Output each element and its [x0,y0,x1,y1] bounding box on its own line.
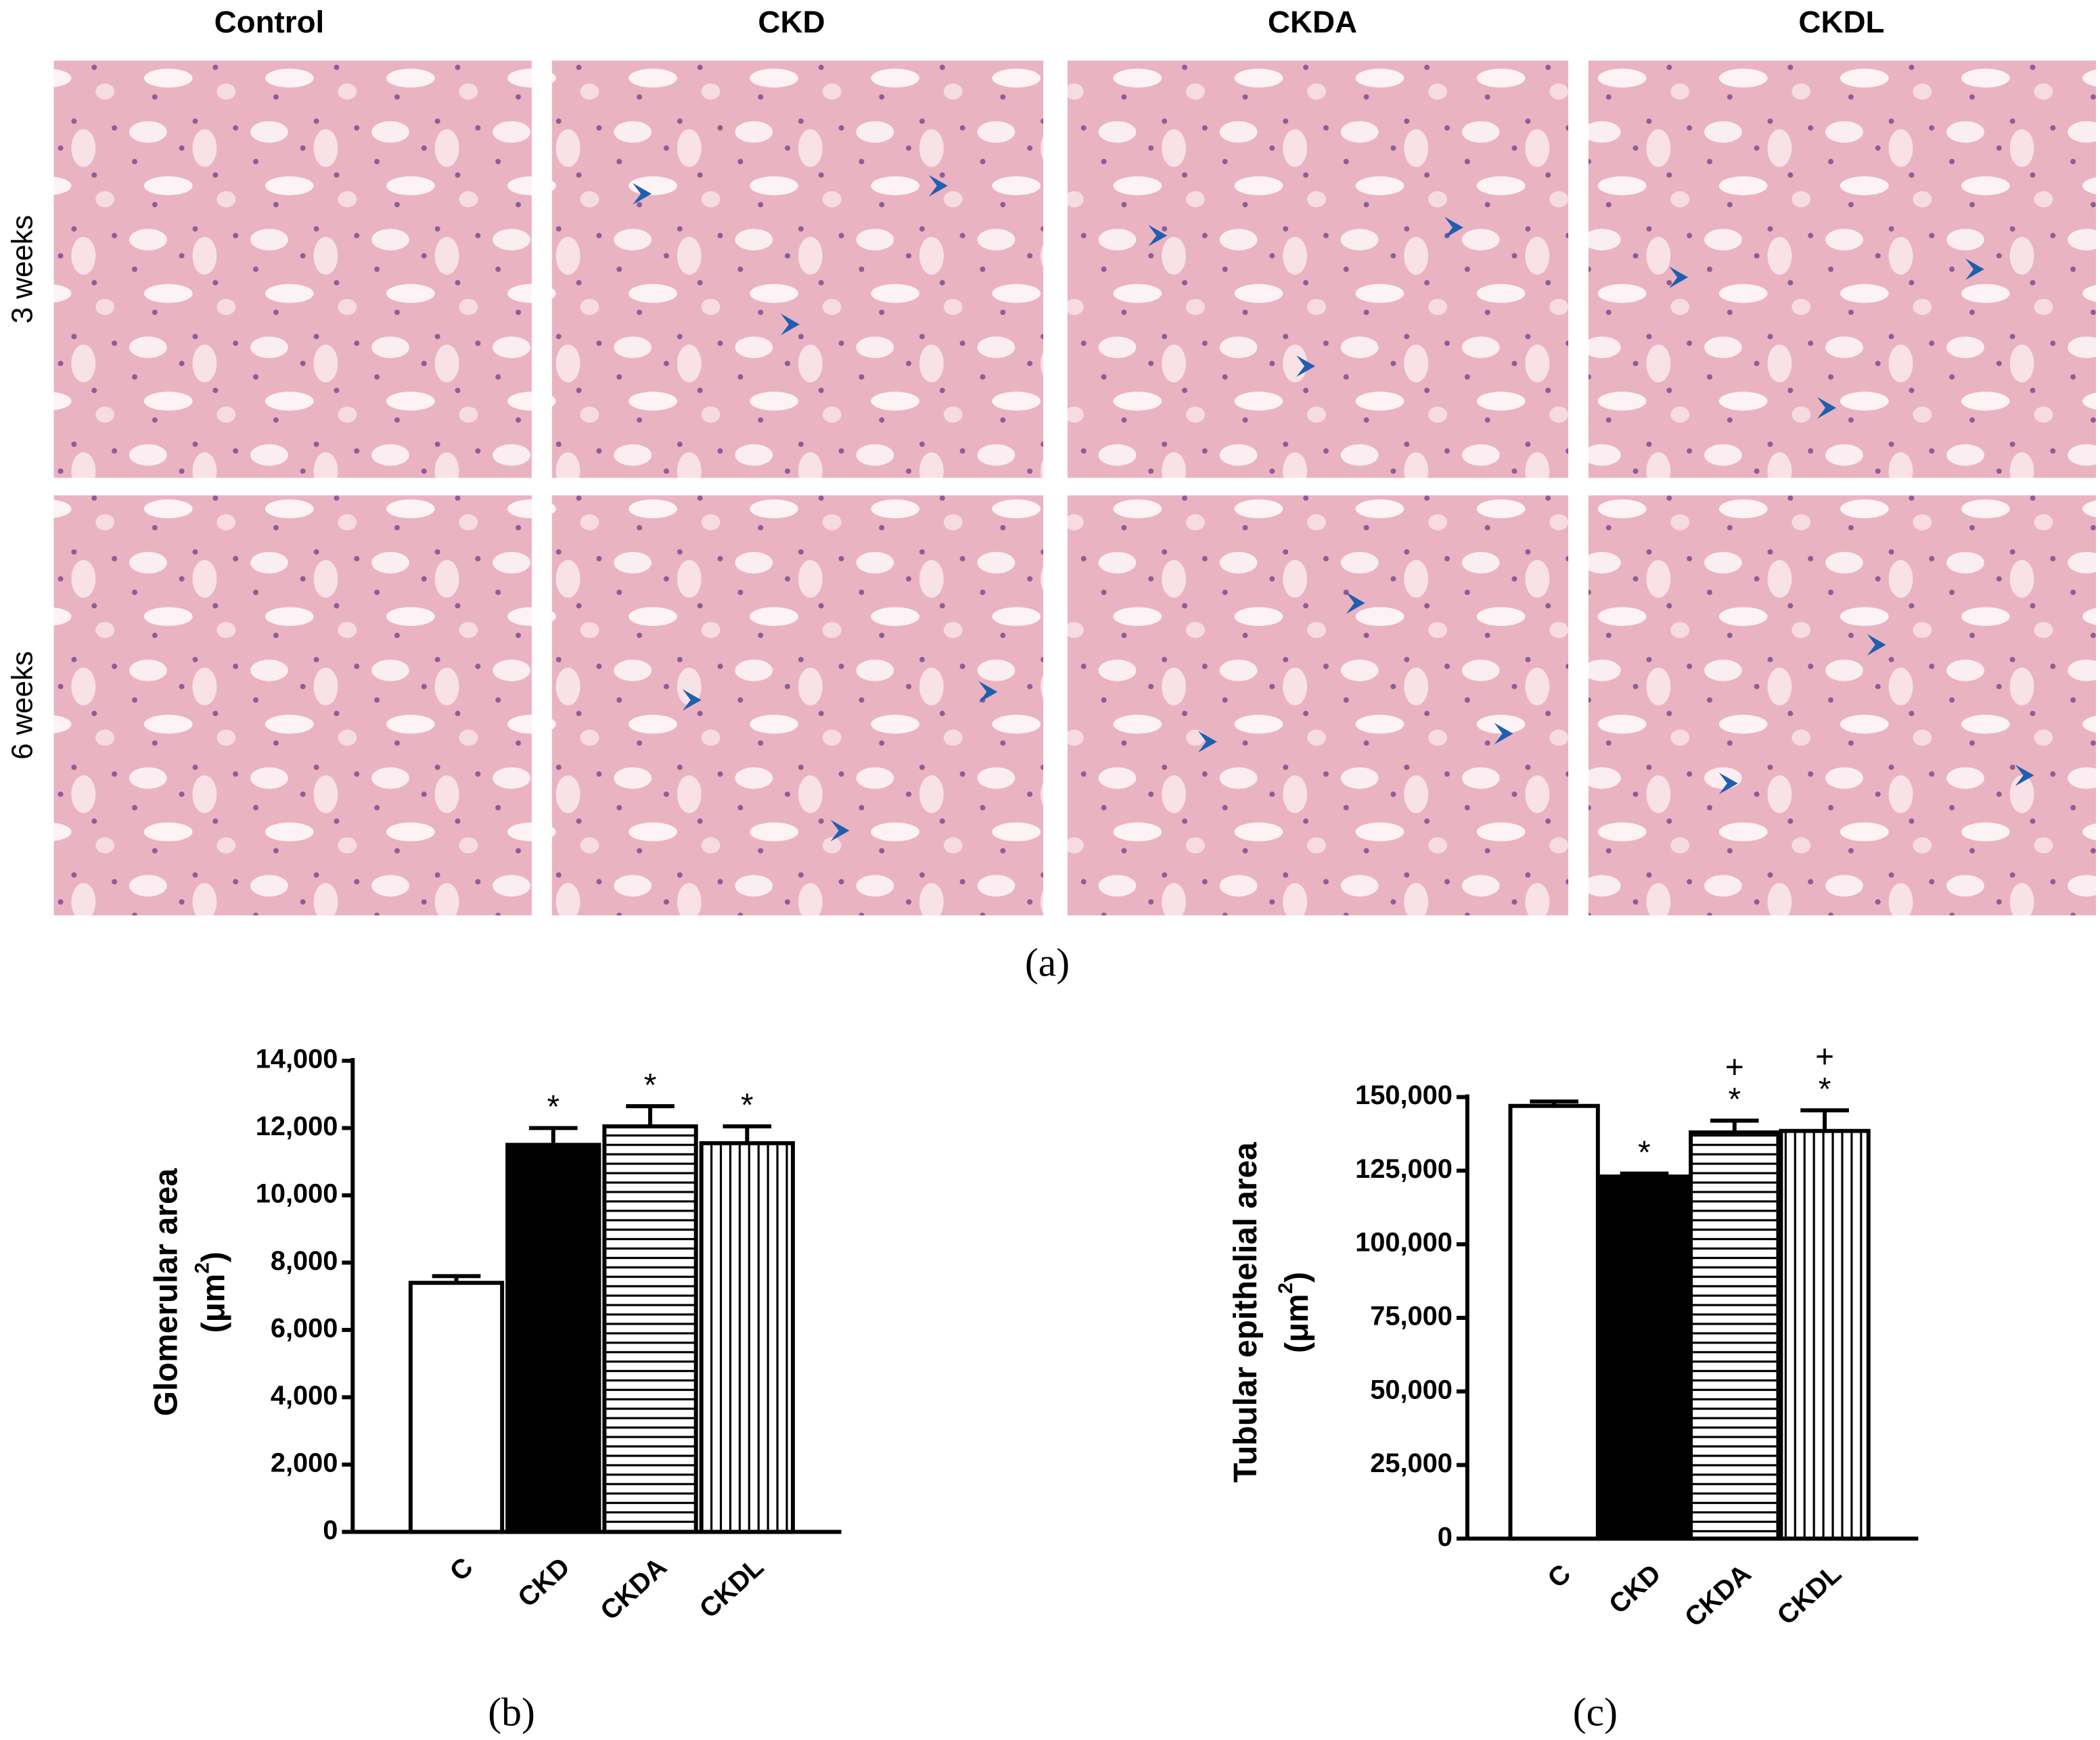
bar [1508,1103,1600,1541]
x-tick-label: C [444,1552,479,1587]
y-axis-unit-part: (μm [1279,1293,1315,1353]
y-tick-label: 0 [323,1515,338,1545]
arrowhead [1148,225,1168,247]
arrowhead [830,819,850,842]
y-tick-label: 10,000 [256,1178,338,1208]
row-label: 3 weeks [5,215,39,324]
y-axis-unit: (μm2) [1275,1272,1315,1353]
arrowhead [781,313,800,336]
bar [602,1124,698,1534]
micrograph [1067,495,1569,916]
y-axis-unit: (μm2) [191,1252,231,1333]
y-tick-label: 8,000 [271,1246,338,1276]
y-tick-label: 14,000 [256,1044,338,1074]
y-tick-label: 2,000 [271,1448,338,1478]
y-axis-label: Glomerular area [148,1168,184,1417]
micrograph [1588,495,2097,916]
arrowhead [1346,592,1365,614]
arrowhead [1444,216,1463,239]
significance-marker: + [1815,1039,1834,1075]
row-label: 6 weeks [5,651,39,760]
arrowhead [1494,723,1513,745]
y-axis-unit-part: ) [1279,1272,1315,1283]
significance-marker: + [1725,1049,1744,1085]
y-tick-label: 6,000 [271,1313,338,1343]
micrograph [551,495,1044,916]
x-tick-label: CKD [1603,1559,1666,1620]
arrowhead [978,681,998,703]
arrowhead [2015,764,2034,787]
significance-marker: * [1819,1072,1831,1107]
arrowhead [633,183,652,205]
arrowhead [1296,355,1315,377]
y-tick-label: 75,000 [1370,1302,1453,1331]
bar [505,1143,601,1534]
y-tick-label: 150,000 [1355,1080,1453,1110]
arrowhead [1669,266,1689,288]
y-tick-label: 0 [1438,1522,1453,1552]
y-axis-unit-part: 2 [191,1262,213,1274]
panel-label: (a) [1025,940,1070,984]
bar [699,1141,795,1534]
y-axis-label: Tubular epithelial area [1228,1142,1264,1483]
column-header: Control [214,5,325,39]
arrowhead [928,175,948,197]
significance-marker: * [1638,1135,1651,1171]
bar [408,1281,505,1534]
y-axis-unit-part: ) [196,1252,231,1262]
column-header: CKDA [1268,5,1357,39]
y-tick-label: 12,000 [256,1112,338,1141]
column-header: CKDL [1798,5,1884,39]
micrograph [1588,60,2097,478]
significance-marker: * [644,1068,657,1103]
y-axis-unit-part: 2 [1275,1283,1297,1294]
x-tick-label: C [1542,1559,1576,1594]
y-tick-label: 50,000 [1370,1375,1453,1404]
panel-label: (b) [488,1690,535,1735]
x-tick-label: CKDA [595,1552,672,1626]
column-header: CKD [758,5,825,39]
micrograph [551,60,1044,478]
arrowhead [1965,258,1984,280]
y-tick-label: 4,000 [271,1381,338,1411]
y-axis-unit-part: (μm [196,1274,231,1333]
x-tick-label: CKDL [694,1552,770,1624]
arrowhead [1197,731,1217,753]
micrograph [1067,60,1569,478]
significance-marker: * [1728,1082,1741,1118]
bar [1779,1128,1871,1541]
significance-marker: * [547,1089,560,1125]
arrowhead [1718,773,1738,794]
bar [1598,1174,1691,1541]
arrowhead [682,689,702,711]
y-tick-label: 100,000 [1355,1228,1453,1258]
panel-label: (c) [1573,1690,1618,1735]
x-tick-label: CKDL [1771,1559,1847,1631]
y-tick-label: 125,000 [1355,1154,1453,1184]
arrowhead [1817,397,1837,419]
significance-marker: * [741,1088,754,1124]
micrograph [53,60,532,478]
x-tick-label: CKD [512,1552,575,1613]
micrograph-panel: Control CKD CKDA CKDL 3 weeks 6 weeks [5,5,2097,916]
bar [1689,1130,1781,1541]
micrograph [53,495,532,916]
arrowhead [1867,634,1886,656]
y-tick-label: 25,000 [1370,1448,1453,1478]
x-tick-label: CKDA [1679,1559,1757,1633]
